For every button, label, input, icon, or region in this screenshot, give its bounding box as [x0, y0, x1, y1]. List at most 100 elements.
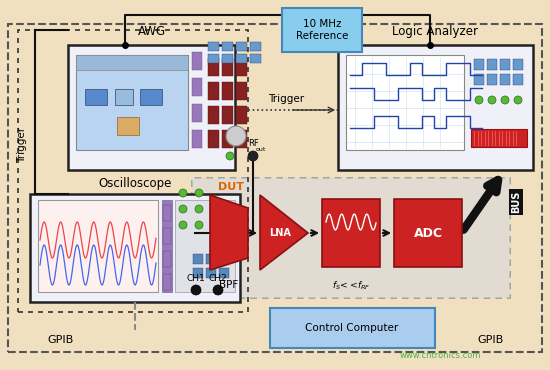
Bar — [394, 199, 462, 267]
Circle shape — [226, 126, 246, 146]
Bar — [338, 45, 533, 170]
Bar — [192, 178, 510, 298]
Bar — [282, 8, 362, 52]
Bar — [8, 24, 542, 352]
Bar — [474, 59, 484, 70]
Text: ADC: ADC — [414, 226, 443, 239]
Bar — [18, 30, 248, 312]
Polygon shape — [260, 195, 308, 270]
Bar — [236, 54, 247, 63]
Bar — [193, 268, 203, 278]
Bar — [192, 130, 202, 148]
Bar — [250, 54, 261, 63]
Circle shape — [179, 205, 187, 213]
Bar — [513, 74, 523, 85]
Text: Oscilloscope: Oscilloscope — [98, 177, 172, 190]
Bar — [208, 54, 219, 63]
Bar — [192, 178, 510, 298]
Bar — [222, 58, 233, 76]
Bar — [487, 74, 497, 85]
Text: LNA: LNA — [269, 228, 291, 238]
Circle shape — [179, 221, 187, 229]
Polygon shape — [210, 195, 248, 270]
Circle shape — [248, 151, 258, 161]
Bar — [219, 268, 229, 278]
Bar — [208, 42, 219, 51]
Bar — [206, 268, 216, 278]
Bar — [208, 130, 219, 148]
Bar — [219, 254, 229, 264]
Text: Trigger: Trigger — [268, 94, 304, 104]
Bar — [346, 55, 464, 150]
Text: GPIB: GPIB — [47, 335, 73, 345]
Bar — [471, 129, 527, 147]
Circle shape — [226, 152, 234, 160]
Text: BUS: BUS — [511, 191, 521, 213]
Circle shape — [488, 96, 496, 104]
Text: AWG: AWG — [138, 25, 166, 38]
Text: Trigger: Trigger — [17, 127, 27, 163]
Text: 10 MHz
Reference: 10 MHz Reference — [296, 19, 348, 41]
Bar — [117, 117, 139, 135]
Bar — [208, 82, 219, 100]
Bar — [30, 194, 240, 302]
Bar — [208, 58, 219, 76]
Bar — [513, 59, 523, 70]
Text: Control Computer: Control Computer — [305, 323, 399, 333]
Bar — [222, 130, 233, 148]
Bar — [250, 42, 261, 51]
Bar — [38, 200, 158, 292]
Bar — [192, 78, 202, 96]
Text: RF: RF — [248, 139, 258, 148]
Bar — [208, 106, 219, 124]
Circle shape — [195, 189, 203, 197]
Circle shape — [179, 189, 187, 197]
Text: Logic Analyzer: Logic Analyzer — [392, 25, 478, 38]
Bar — [236, 82, 247, 100]
Bar — [163, 251, 171, 267]
Bar — [236, 42, 247, 51]
Bar — [500, 74, 510, 85]
Text: out: out — [256, 147, 266, 152]
Bar — [192, 104, 202, 122]
Bar — [162, 200, 172, 292]
Text: $f_S$$\!<\!<\!$$f_{RF}$: $f_S$$\!<\!<\!$$f_{RF}$ — [332, 280, 370, 293]
Text: DUT: DUT — [218, 182, 244, 192]
Circle shape — [514, 96, 522, 104]
Bar — [222, 42, 233, 51]
Bar — [192, 52, 202, 70]
Text: CH1: CH1 — [186, 274, 205, 283]
Circle shape — [195, 221, 203, 229]
Bar — [270, 308, 435, 348]
Bar — [474, 74, 484, 85]
Text: GPIB: GPIB — [477, 335, 503, 345]
Bar — [222, 82, 233, 100]
Circle shape — [195, 205, 203, 213]
Bar — [76, 55, 188, 150]
Bar — [236, 130, 247, 148]
Circle shape — [501, 96, 509, 104]
Bar — [140, 89, 162, 105]
Bar — [163, 274, 171, 290]
Bar — [85, 89, 107, 105]
Bar — [193, 254, 203, 264]
Circle shape — [191, 285, 201, 295]
Bar — [115, 89, 133, 105]
Circle shape — [475, 96, 483, 104]
Text: CH2: CH2 — [208, 274, 227, 283]
Bar — [500, 59, 510, 70]
Bar — [163, 205, 171, 221]
Bar — [222, 106, 233, 124]
Bar — [322, 199, 380, 267]
Bar — [68, 45, 235, 170]
Bar — [487, 59, 497, 70]
Bar — [222, 54, 233, 63]
Text: BPF: BPF — [219, 280, 239, 290]
Bar — [206, 254, 216, 264]
Circle shape — [213, 285, 223, 295]
Bar — [163, 228, 171, 244]
Bar — [236, 106, 247, 124]
Bar — [236, 58, 247, 76]
Bar — [175, 200, 235, 292]
Text: www.cntronics.com: www.cntronics.com — [399, 352, 481, 360]
